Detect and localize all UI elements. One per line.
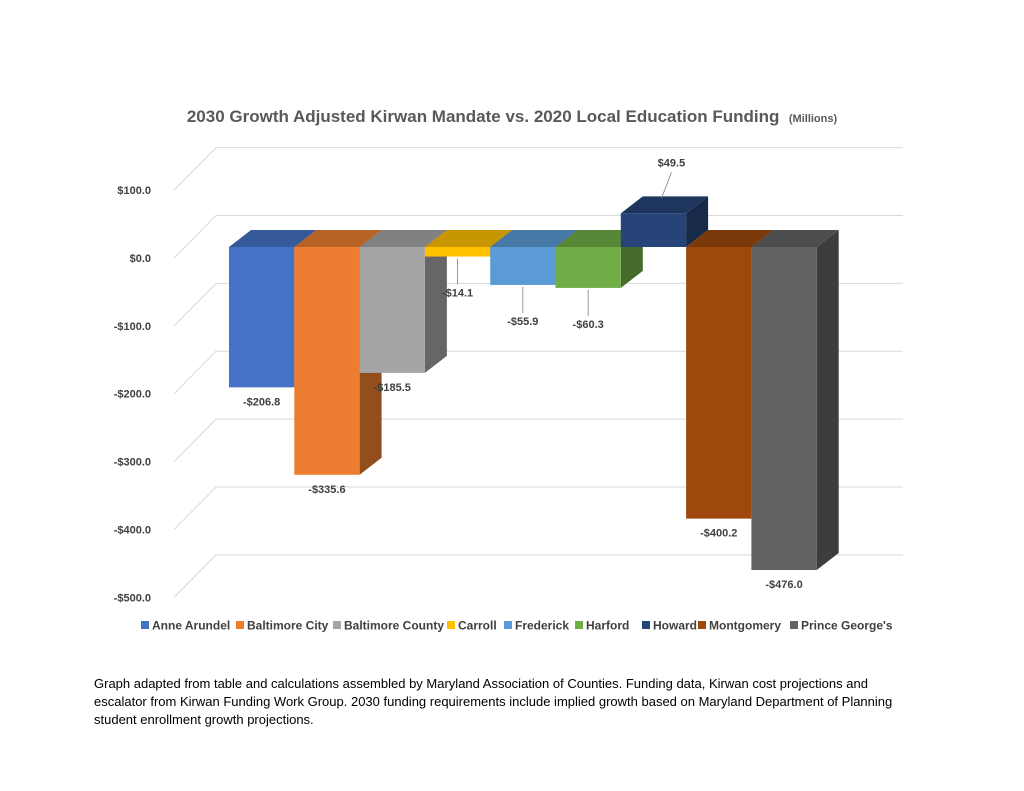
legend-item-montgomery: Montgomery	[698, 619, 781, 633]
bar-baltimore-county	[359, 230, 447, 373]
y-tick-label: -$400.0	[114, 524, 151, 536]
data-label-prince-george-s: -$476.0	[765, 579, 802, 591]
legend-label: Carroll	[458, 619, 497, 633]
legend-label: Baltimore County	[344, 619, 444, 633]
gridline	[173, 147, 903, 191]
legend-swatch	[236, 621, 244, 629]
legend-item-anne-arundel: Anne Arundel	[141, 619, 230, 633]
legend-swatch	[141, 621, 149, 629]
legend-swatch	[642, 621, 650, 629]
y-tick-label: -$500.0	[114, 592, 151, 604]
bar-prince-george-s	[751, 230, 839, 571]
legend-label: Howard	[653, 619, 697, 633]
data-label-baltimore-city: -$335.6	[308, 484, 345, 496]
chart-title: 2030 Growth Adjusted Kirwan Mandate vs. …	[187, 107, 838, 126]
y-tick-label: -$100.0	[114, 321, 151, 333]
y-tick-label: $0.0	[130, 253, 151, 265]
legend-swatch	[333, 621, 341, 629]
bars	[229, 196, 839, 571]
footnote: Graph adapted from table and calculation…	[94, 676, 893, 727]
gridline	[173, 554, 903, 598]
legend-item-baltimore-city: Baltimore City	[236, 619, 329, 633]
data-label-frederick: -$55.9	[507, 316, 538, 328]
legend-label: Prince George's	[801, 619, 893, 633]
gridline	[173, 282, 903, 327]
data-label-anne-arundel: -$206.8	[243, 396, 280, 408]
legend-label: Montgomery	[709, 619, 781, 633]
legend-label: Anne Arundel	[152, 619, 230, 633]
data-label-carroll: -$14.1	[442, 288, 473, 300]
legend-swatch	[447, 621, 455, 629]
y-tick-label: -$300.0	[114, 457, 151, 469]
leader-line	[661, 172, 672, 199]
legend-item-howard: Howard	[642, 619, 697, 633]
legend-label: Harford	[586, 619, 629, 633]
y-tick-label: $100.0	[117, 185, 151, 197]
gridline	[173, 418, 903, 462]
y-tick-label: -$200.0	[114, 389, 151, 401]
legend-label: Frederick	[515, 619, 569, 633]
data-label-howard: $49.5	[658, 157, 686, 169]
legend-item-carroll: Carroll	[447, 619, 497, 633]
legend-label: Baltimore City	[247, 619, 329, 633]
gridline	[173, 486, 903, 530]
data-label-baltimore-county: -$185.5	[374, 382, 411, 394]
legend-swatch	[504, 621, 512, 629]
legend-swatch	[790, 621, 798, 629]
legend-item-baltimore-county: Baltimore County	[333, 619, 444, 633]
bar-howard	[620, 196, 709, 247]
data-label-harford: -$60.3	[573, 319, 604, 331]
legend-item-frederick: Frederick	[504, 619, 569, 633]
legend-swatch	[698, 621, 706, 629]
data-label-montgomery: -$400.2	[700, 528, 737, 540]
y-axis-tick-labels: $100.0 $0.0 -$100.0 -$200.0 -$300.0 -$400.0 -$…	[114, 185, 151, 604]
gridlines	[173, 147, 903, 598]
legend-item-prince-george-s: Prince George's	[790, 619, 893, 633]
legend: Anne Arundel Baltimore City Baltimore Coun…	[141, 619, 893, 633]
legend-swatch	[575, 621, 583, 629]
gridline	[173, 350, 903, 395]
legend-item-harford: Harford	[575, 619, 629, 633]
data-labels: -$206.8 -$335.6 -$185.5 -$14.1 -$55.9 -$60.3 $…	[243, 157, 803, 591]
